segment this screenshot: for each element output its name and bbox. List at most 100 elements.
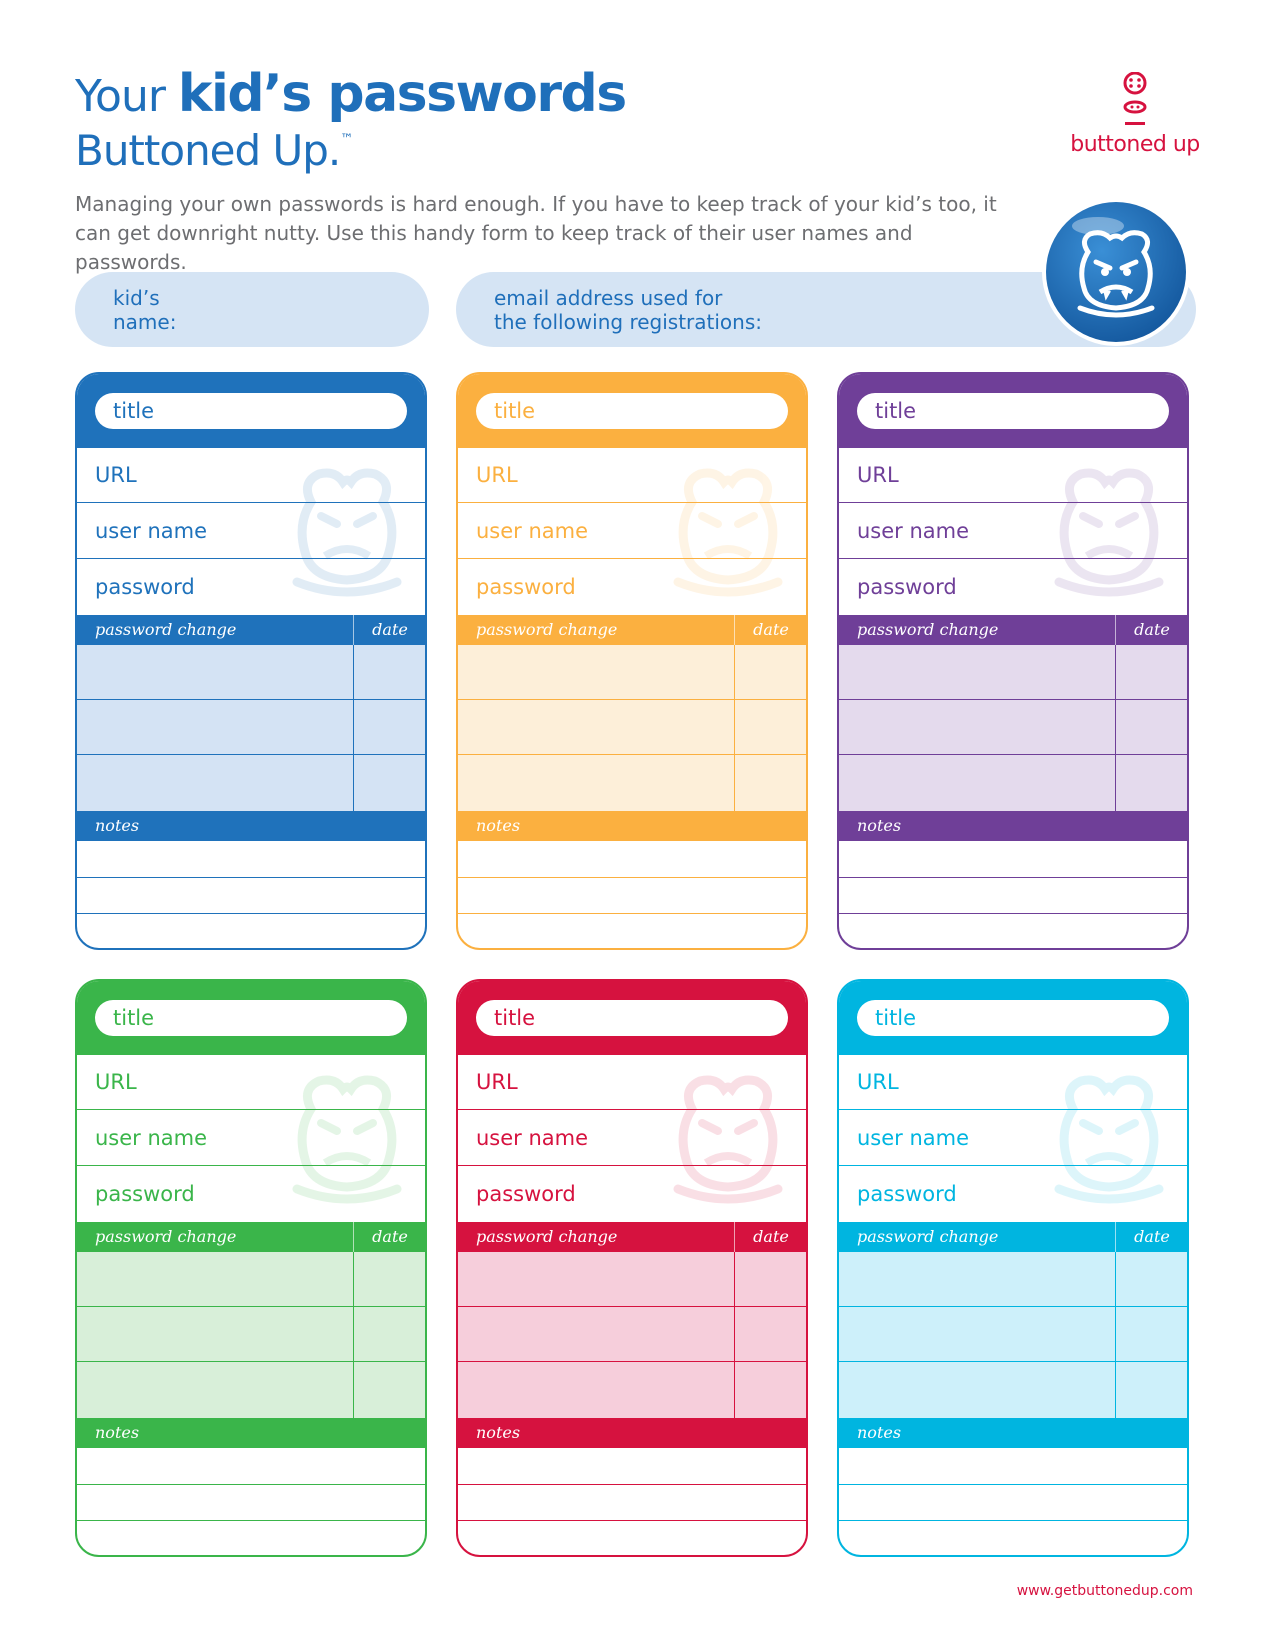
password-change-grid[interactable] xyxy=(458,645,806,811)
header-divider xyxy=(734,615,735,645)
notes-line xyxy=(839,1520,1187,1521)
username-label: user name xyxy=(95,1126,208,1150)
username-field[interactable]: user name xyxy=(458,1111,806,1166)
password-card: title URL user name password password change… xyxy=(75,979,427,1557)
password-label: password xyxy=(857,1182,957,1206)
buttoned-up-logo: buttoned up xyxy=(1060,72,1220,162)
bulldog-watermark-icon xyxy=(1054,468,1164,597)
date-label: date xyxy=(1134,1227,1170,1246)
username-field[interactable]: user name xyxy=(839,504,1187,559)
notes-label: notes xyxy=(857,1423,902,1442)
username-field[interactable]: user name xyxy=(77,1111,425,1166)
notes-label: notes xyxy=(95,816,140,835)
card-header: title xyxy=(77,374,425,448)
notes-label: notes xyxy=(857,816,902,835)
notes-line xyxy=(458,877,806,878)
password-card: title URL user name password password change… xyxy=(75,372,427,950)
card-title-field[interactable]: title xyxy=(476,393,788,429)
bulldog-badge-icon xyxy=(1042,198,1190,346)
date-label: date xyxy=(372,1227,408,1246)
bulldog-watermark-icon xyxy=(1054,1075,1164,1204)
grid-column-divider xyxy=(353,1252,354,1418)
password-change-grid[interactable] xyxy=(839,1252,1187,1418)
url-field[interactable]: URL xyxy=(77,1055,425,1110)
username-label: user name xyxy=(476,519,589,543)
password-card: title URL user name password password change… xyxy=(456,372,808,950)
grid-column-divider xyxy=(734,1252,735,1418)
page-subtitle: Buttoned Up.™ xyxy=(75,126,353,175)
url-field[interactable]: URL xyxy=(458,448,806,503)
bulldog-watermark-icon xyxy=(673,468,783,597)
notes-line xyxy=(458,913,806,914)
password-change-header: password change date xyxy=(458,615,806,645)
password-label: password xyxy=(476,1182,576,1206)
card-title-label: title xyxy=(494,399,536,423)
notes-header: notes xyxy=(458,1418,806,1448)
kid-name-field[interactable]: kid’s name: xyxy=(75,272,429,347)
grid-divider xyxy=(458,754,806,755)
card-title-field[interactable]: title xyxy=(95,393,407,429)
card-header: title xyxy=(458,981,806,1055)
url-field[interactable]: URL xyxy=(839,448,1187,503)
password-field[interactable]: password xyxy=(839,1167,1187,1222)
username-field[interactable]: user name xyxy=(458,504,806,559)
card-header: title xyxy=(77,981,425,1055)
notes-line xyxy=(77,1484,425,1485)
url-label: URL xyxy=(476,1070,518,1094)
card-title-field[interactable]: title xyxy=(476,1000,788,1036)
password-change-grid[interactable] xyxy=(77,645,425,811)
kid-name-label: kid’s name: xyxy=(113,286,177,334)
intro-text: Managing your own passwords is hard enou… xyxy=(75,192,997,274)
subtitle-text: Buttoned Up. xyxy=(75,126,341,175)
password-change-grid[interactable] xyxy=(458,1252,806,1418)
password-field[interactable]: password xyxy=(458,560,806,615)
footer-url[interactable]: www.getbuttonedup.com xyxy=(1016,1583,1193,1599)
username-label: user name xyxy=(857,519,970,543)
username-field[interactable]: user name xyxy=(77,504,425,559)
card-title-label: title xyxy=(494,1006,536,1030)
password-label: password xyxy=(95,1182,195,1206)
password-change-header: password change date xyxy=(77,1222,425,1252)
password-label: password xyxy=(95,575,195,599)
notes-label: notes xyxy=(476,816,521,835)
notes-line xyxy=(839,1484,1187,1485)
password-change-label: password change xyxy=(476,1227,618,1246)
date-label: date xyxy=(753,1227,789,1246)
notes-line xyxy=(839,913,1187,914)
password-change-grid[interactable] xyxy=(839,645,1187,811)
username-field[interactable]: user name xyxy=(839,1111,1187,1166)
password-field[interactable]: password xyxy=(839,560,1187,615)
password-change-label: password change xyxy=(857,620,999,639)
grid-divider xyxy=(77,699,425,700)
header-divider xyxy=(1115,1222,1116,1252)
url-label: URL xyxy=(476,463,518,487)
notes-line xyxy=(77,1520,425,1521)
notes-header: notes xyxy=(77,811,425,841)
password-card: title URL user name password password change… xyxy=(837,979,1189,1557)
card-title-field[interactable]: title xyxy=(95,1000,407,1036)
title-prefix: Your xyxy=(75,71,178,122)
bulldog-watermark-icon xyxy=(673,1075,783,1204)
password-card: title URL user name password password change… xyxy=(456,979,808,1557)
grid-divider xyxy=(839,1306,1187,1307)
notes-header: notes xyxy=(839,811,1187,841)
card-title-field[interactable]: title xyxy=(857,393,1169,429)
notes-line xyxy=(77,913,425,914)
username-label: user name xyxy=(476,1126,589,1150)
card-title-field[interactable]: title xyxy=(857,1000,1169,1036)
button-stack-icon xyxy=(1123,72,1147,125)
password-field[interactable]: password xyxy=(458,1167,806,1222)
password-change-grid[interactable] xyxy=(77,1252,425,1418)
trademark-mark: ™ xyxy=(340,132,354,147)
username-label: user name xyxy=(857,1126,970,1150)
password-change-label: password change xyxy=(95,1227,237,1246)
password-field[interactable]: password xyxy=(77,1167,425,1222)
notes-label: notes xyxy=(95,1423,140,1442)
url-field[interactable]: URL xyxy=(77,448,425,503)
url-label: URL xyxy=(857,1070,899,1094)
url-field[interactable]: URL xyxy=(458,1055,806,1110)
url-field[interactable]: URL xyxy=(839,1055,1187,1110)
date-label: date xyxy=(372,620,408,639)
email-label: email address used for the following reg… xyxy=(494,286,762,334)
password-field[interactable]: password xyxy=(77,560,425,615)
